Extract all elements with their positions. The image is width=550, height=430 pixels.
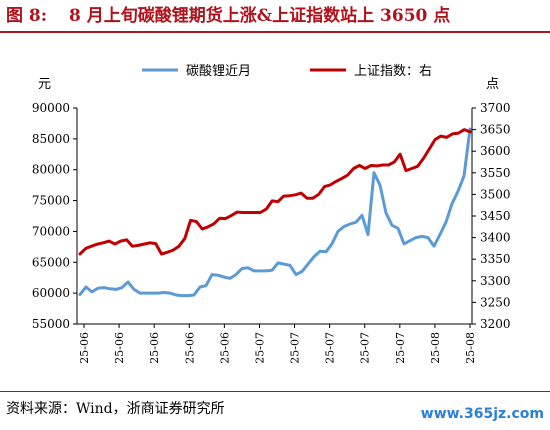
left-axis-tick-label: 85000 xyxy=(32,132,70,146)
watermark: www.365jz.com xyxy=(420,406,544,422)
right-axis-tick-label: 3450 xyxy=(480,209,511,223)
series-line-index xyxy=(78,128,472,256)
x-axis-tick-label: 25-07 xyxy=(253,332,266,364)
left-axis-tick-label: 80000 xyxy=(32,163,70,177)
figure-title: 图 8: 8 月上旬碳酸锂期货上涨&上证指数站上 3650 点 xyxy=(6,4,450,28)
left-axis-tick-label: 65000 xyxy=(32,255,70,269)
left-axis-tick-label: 90000 xyxy=(32,101,70,115)
x-axis-tick-label: 25-07 xyxy=(394,332,407,364)
source-note: 资料来源：Wind，浙商证券研究所 xyxy=(6,401,225,417)
x-axis-tick-label: 25-06 xyxy=(183,332,196,364)
x-axis-tick-label: 25-06 xyxy=(218,332,231,364)
x-axis-tick-label: 25-07 xyxy=(324,332,337,364)
right-axis-tick-label: 3300 xyxy=(480,274,511,288)
right-axis-unit: 点 xyxy=(486,77,499,92)
right-axis-tick-label: 3500 xyxy=(480,187,511,201)
right-axis-tick-label: 3250 xyxy=(480,295,511,309)
title-rule xyxy=(0,31,550,33)
figure-title-text: 8 月上旬碳酸锂期货上涨&上证指数站上 3650 点 xyxy=(69,6,451,26)
x-axis-tick-label: 25-08 xyxy=(429,332,442,364)
dual-axis-line-chart: 55000 60000 65000 70000 75000 80000 85000 90000… xyxy=(32,64,511,364)
x-axis-tick-label: 25-06 xyxy=(78,332,91,364)
right-axis-tick-label: 3600 xyxy=(480,144,511,158)
left-axis-tick-label: 55000 xyxy=(32,317,70,331)
series-line-lithium xyxy=(78,127,472,298)
x-axis-tick-label: 25-07 xyxy=(289,332,302,364)
x-axis-tick-label: 25-06 xyxy=(113,332,126,364)
left-axis-tick-label: 70000 xyxy=(32,224,70,238)
legend-label-lithium: 碳酸锂近月 xyxy=(186,64,251,79)
x-axis-tick-label: 25-07 xyxy=(359,332,372,364)
source-rule xyxy=(0,391,550,392)
right-axis-tick-label: 3400 xyxy=(480,231,511,245)
left-axis-tick-label: 75000 xyxy=(32,194,70,208)
legend-label-index: 上证指数：右 xyxy=(354,64,432,79)
figure-number: 图 8: xyxy=(6,6,48,26)
x-axis-tick-label: 25-06 xyxy=(148,332,161,364)
left-axis-unit: 元 xyxy=(38,77,51,92)
right-axis-tick-label: 3550 xyxy=(480,166,511,180)
right-axis-tick-label: 3650 xyxy=(480,123,511,137)
right-axis-tick-label: 3200 xyxy=(480,317,511,331)
right-axis-tick-label: 3700 xyxy=(480,101,511,115)
x-axis-tick-label: 25-08 xyxy=(464,332,477,364)
right-axis-tick-label: 3350 xyxy=(480,252,511,266)
left-axis-tick-label: 60000 xyxy=(32,286,70,300)
